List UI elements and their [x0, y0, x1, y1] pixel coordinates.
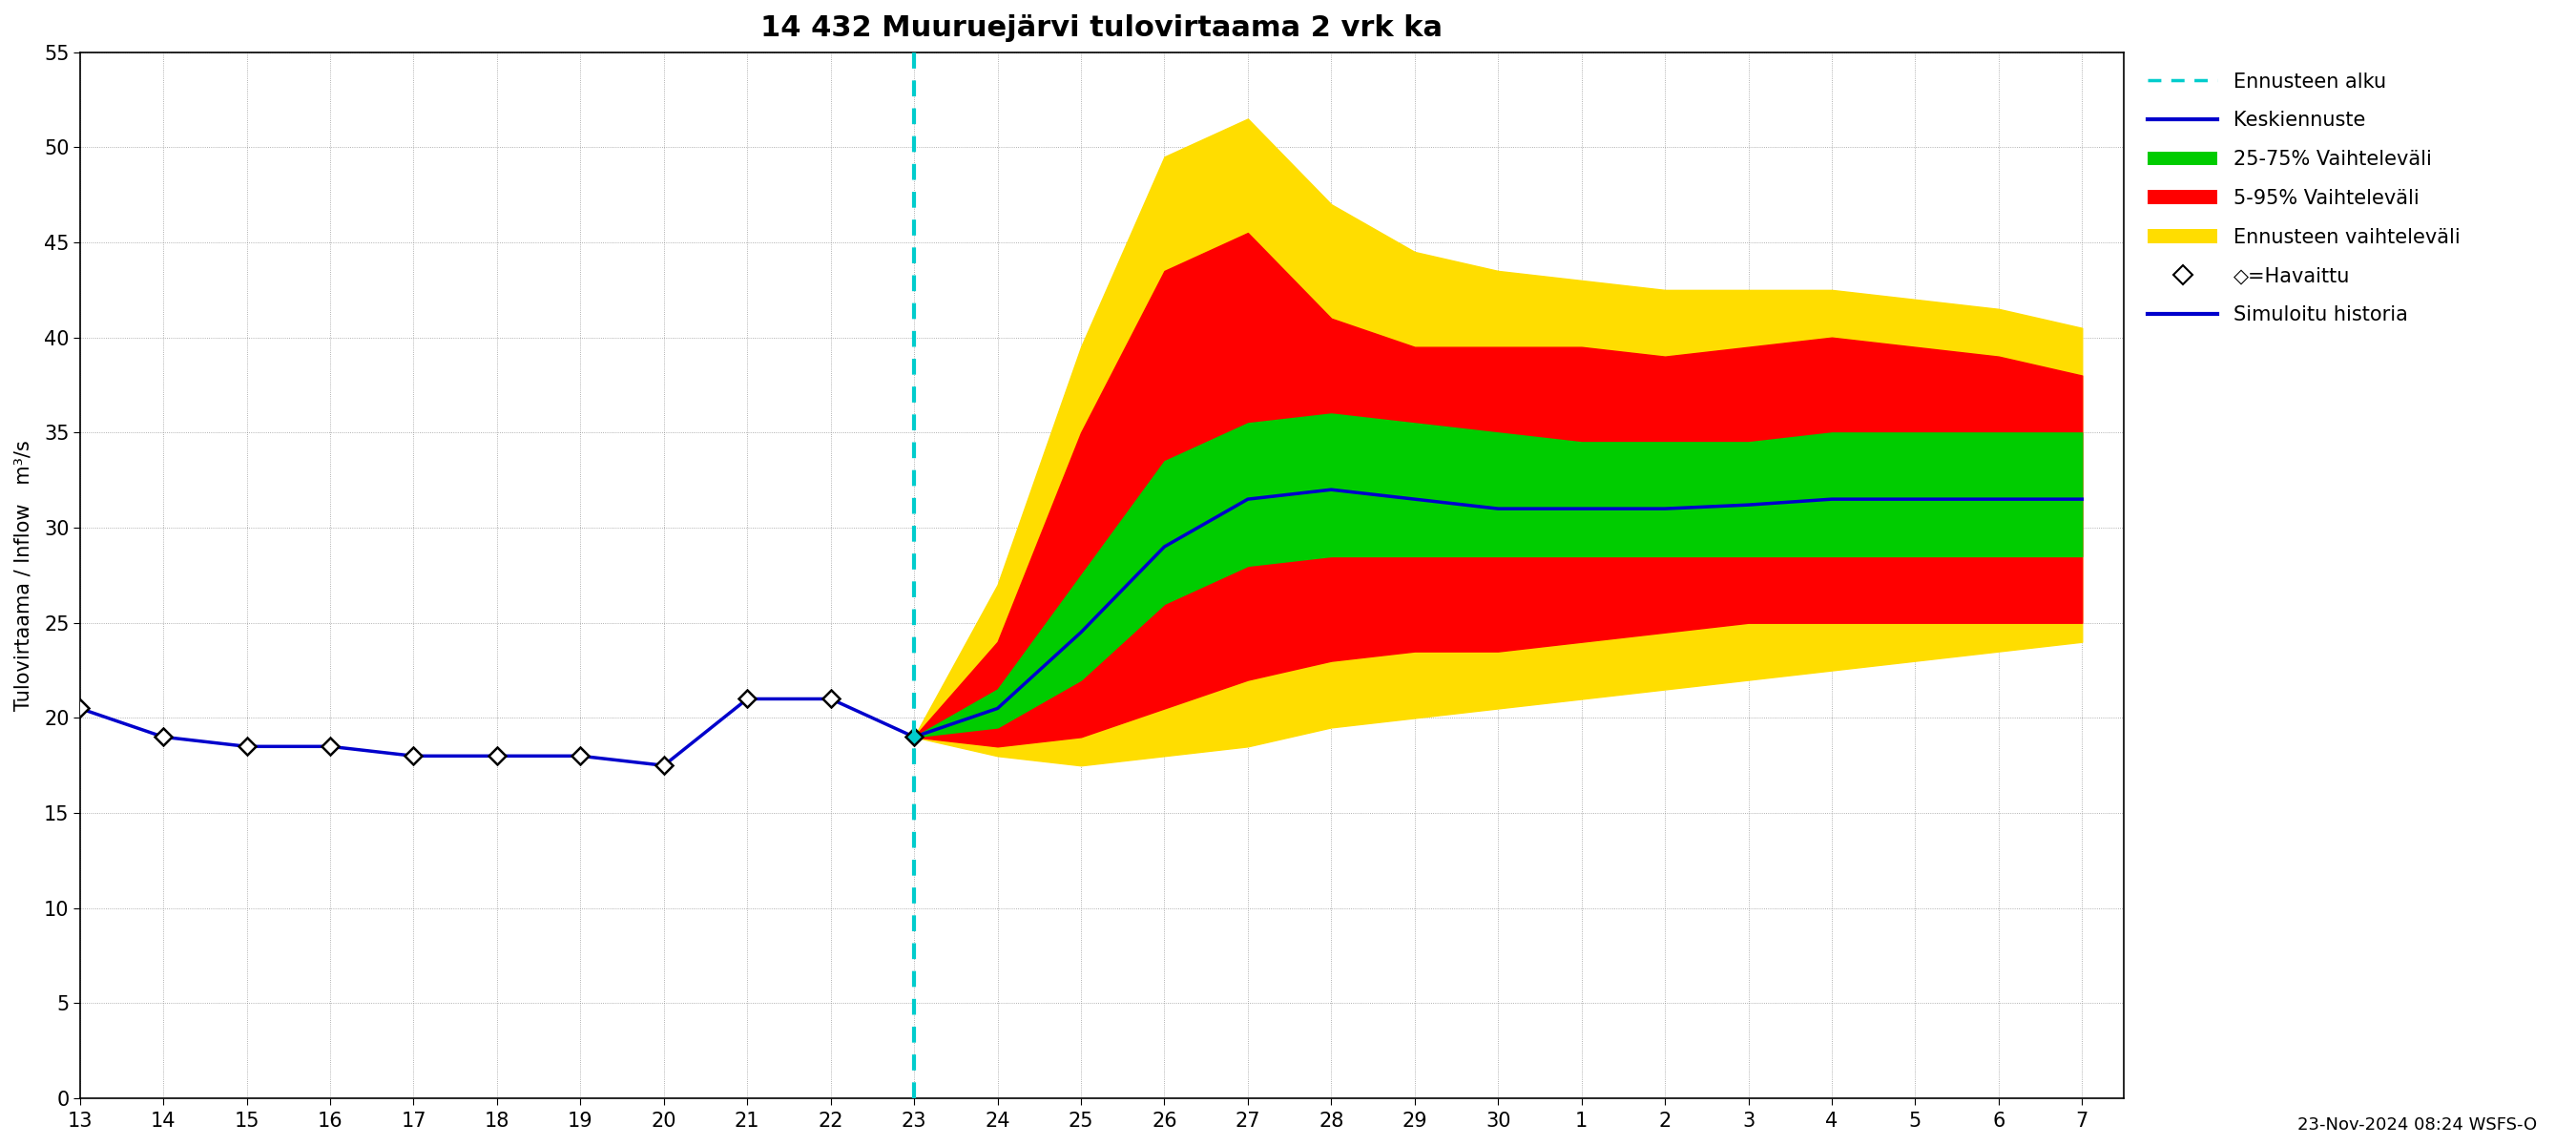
Title: 14 432 Muuruejärvi tulovirtaama 2 vrk ka: 14 432 Muuruejärvi tulovirtaama 2 vrk ka — [760, 14, 1443, 42]
Legend: Ennusteen alku, Keskiennuste, 25-75% Vaihteleväli, 5-95% Vaihteleväli, Ennusteen: Ennusteen alku, Keskiennuste, 25-75% Vai… — [2138, 62, 2470, 334]
Text: 23-Nov-2024 08:24 WSFS-O: 23-Nov-2024 08:24 WSFS-O — [2298, 1116, 2537, 1134]
Y-axis label: Tulovirtaama / Inflow   m³/s: Tulovirtaama / Inflow m³/s — [15, 440, 33, 711]
